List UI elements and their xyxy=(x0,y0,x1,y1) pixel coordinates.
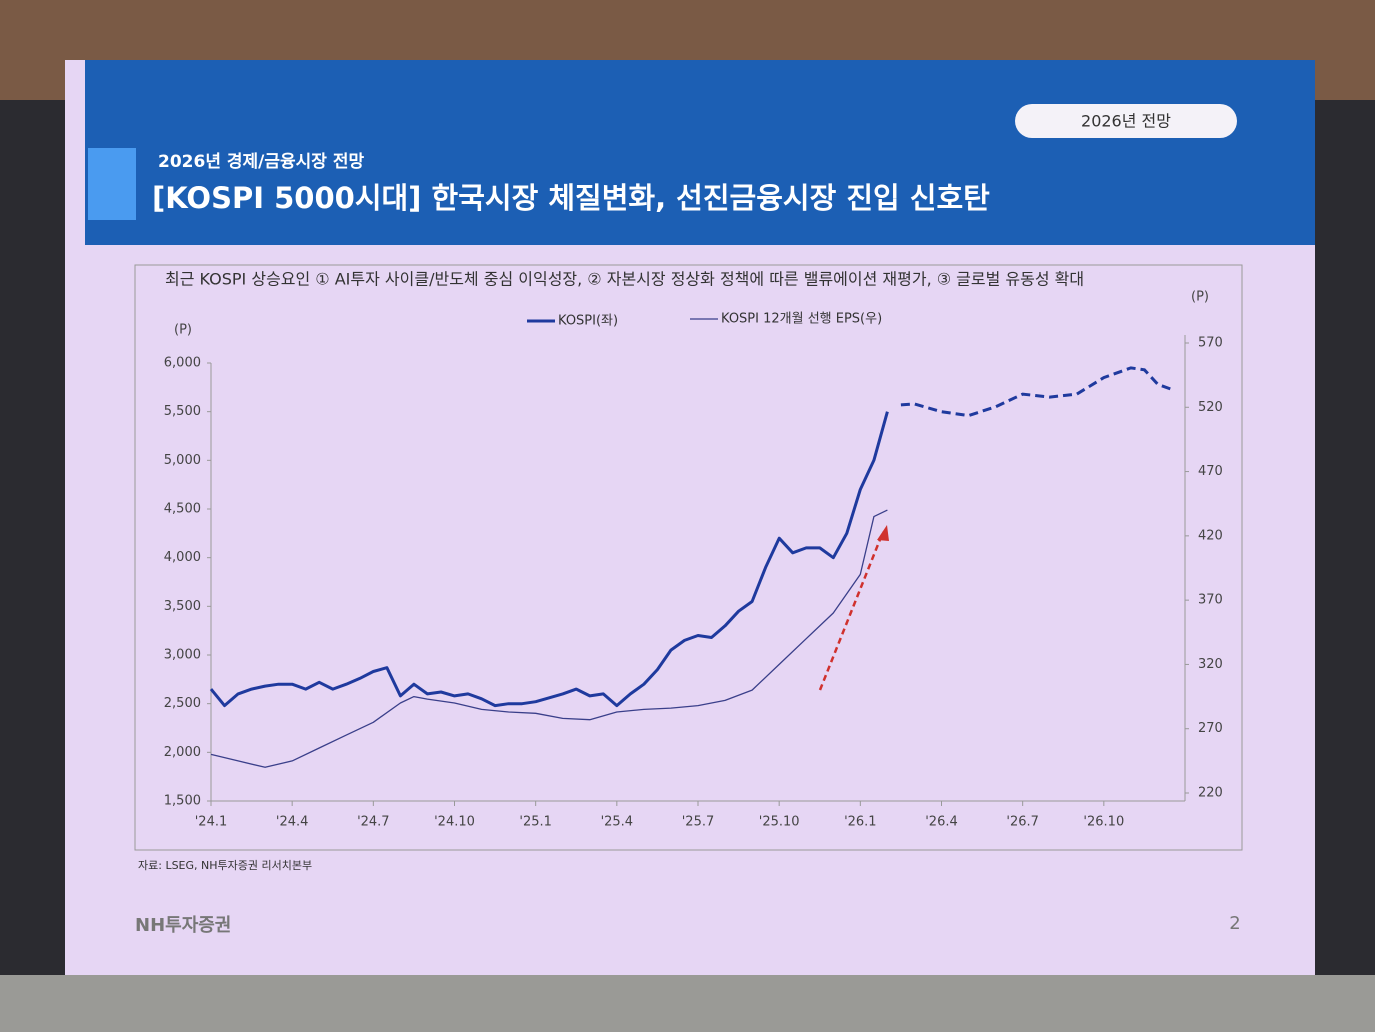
header-mark xyxy=(88,148,136,220)
arrow xyxy=(818,531,885,691)
chart-frame xyxy=(134,264,1243,851)
y2-tick-label: 370 xyxy=(1198,593,1223,608)
x-tick-label: '24.7 xyxy=(357,815,390,830)
x-tick-label: '24.4 xyxy=(276,815,309,830)
badge-text: 2026년 전망 xyxy=(1081,112,1171,131)
y-tick-label: 4,500 xyxy=(164,502,201,517)
x-tick-label: '24.1 xyxy=(195,815,228,830)
y-tick-label: 6,000 xyxy=(164,356,201,371)
y-axis-label: (P) xyxy=(174,323,192,338)
header-band xyxy=(85,60,1315,245)
y-tick-label: 5,500 xyxy=(164,404,201,419)
floor xyxy=(0,975,1375,1032)
bullet: 최근 KOSPI 상승요인 ① AI투자 사이클/반도체 중심 이익성장, ② … xyxy=(165,270,1084,289)
x-tick-label: '25.1 xyxy=(519,815,552,830)
series-line xyxy=(209,411,889,708)
y-tick-label: 4,000 xyxy=(164,550,201,565)
logo: NH투자증권 xyxy=(135,915,231,936)
x-tick-label: '25.7 xyxy=(682,815,715,830)
page-number: 2 xyxy=(1229,913,1240,934)
arrow-head xyxy=(877,525,889,541)
x-tick-label: '25.4 xyxy=(601,815,634,830)
y-tick-label: 2,500 xyxy=(164,696,201,711)
x-tick-label: '26.10 xyxy=(1083,815,1124,830)
source: 자료: LSEG, NH투자증권 리서치본부 xyxy=(138,859,312,872)
y2-tick-label: 270 xyxy=(1198,721,1223,736)
slide-title: [KOSPI 5000시대] 한국시장 체질변화, 선진금융시장 진입 신호탄 xyxy=(152,181,990,215)
y2-axis-label: (P) xyxy=(1191,290,1209,305)
y2-tick-label: 570 xyxy=(1198,336,1223,351)
y2-tick-label: 420 xyxy=(1198,528,1223,543)
kicker: 2026년 경제/금융시장 전망 xyxy=(158,152,364,172)
y2-tick-label: 320 xyxy=(1198,657,1223,672)
x-tick-label: '26.1 xyxy=(844,815,877,830)
legend-label: KOSPI 12개월 선행 EPS(우) xyxy=(721,311,882,327)
series-line xyxy=(210,509,888,768)
y-tick-label: 3,500 xyxy=(164,599,201,614)
y2-tick-label: 520 xyxy=(1198,400,1223,415)
y-tick-label: 3,000 xyxy=(164,648,201,663)
y-tick-label: 5,000 xyxy=(164,453,201,468)
x-tick-label: '24.10 xyxy=(434,815,475,830)
y2-tick-label: 220 xyxy=(1198,786,1223,801)
forecast-line xyxy=(900,366,1175,418)
chart: (P) (P) 1,500 2,000 2,500 3,000 3,500 4,000 4,50… xyxy=(164,290,1223,830)
y-tick-label: 2,000 xyxy=(164,745,201,760)
x-tick-label: '26.4 xyxy=(925,815,958,830)
y-tick-label: 1,500 xyxy=(164,794,201,809)
x-tick-label: '25.10 xyxy=(759,815,800,830)
legend-label: KOSPI(좌) xyxy=(558,314,618,329)
badge xyxy=(1015,104,1237,138)
y2-tick-label: 470 xyxy=(1198,464,1223,479)
x-tick-label: '26.7 xyxy=(1006,815,1039,830)
